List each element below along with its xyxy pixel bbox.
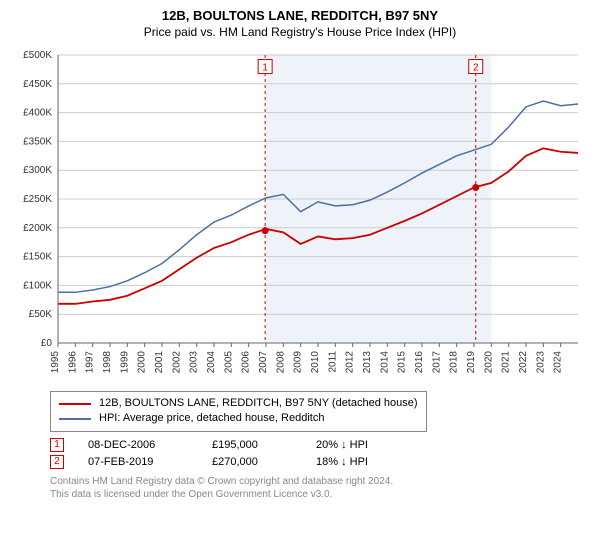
transaction-price: £195,000: [212, 439, 292, 451]
svg-text:2004: 2004: [206, 351, 217, 374]
svg-text:£350K: £350K: [23, 136, 52, 147]
svg-text:1997: 1997: [85, 351, 96, 374]
svg-text:£0: £0: [41, 338, 53, 349]
svg-text:2016: 2016: [414, 351, 425, 374]
svg-text:2001: 2001: [154, 351, 165, 374]
svg-text:2002: 2002: [171, 351, 182, 374]
legend-label: 12B, BOULTONS LANE, REDDITCH, B97 5NY (d…: [99, 396, 418, 411]
svg-text:£500K: £500K: [23, 50, 52, 61]
svg-text:2013: 2013: [362, 351, 373, 374]
transaction-delta: 20% ↓ HPI: [316, 439, 368, 451]
transaction-delta: 18% ↓ HPI: [316, 456, 368, 468]
svg-text:2011: 2011: [327, 351, 338, 373]
svg-text:2017: 2017: [431, 351, 442, 374]
svg-text:£200K: £200K: [23, 223, 52, 234]
svg-text:2: 2: [473, 63, 479, 74]
svg-text:£250K: £250K: [23, 194, 52, 205]
svg-text:2012: 2012: [345, 351, 356, 374]
transaction-row: 1 08-DEC-2006 £195,000 20% ↓ HPI: [50, 438, 590, 452]
svg-text:2003: 2003: [189, 351, 200, 374]
svg-text:£50K: £50K: [29, 309, 53, 320]
price-chart: £0 £50K £100K £150K £200K £250K £300K £350K £400…: [10, 45, 590, 385]
svg-text:1999: 1999: [119, 351, 130, 374]
svg-text:2018: 2018: [449, 351, 460, 374]
legend-swatch: [59, 403, 91, 405]
svg-text:£450K: £450K: [23, 79, 52, 90]
footer-line1: Contains HM Land Registry data © Crown c…: [50, 475, 590, 489]
transactions-table: 1 08-DEC-2006 £195,000 20% ↓ HPI 2 07-FEB-201…: [50, 438, 590, 469]
svg-text:£400K: £400K: [23, 108, 52, 119]
svg-text:2000: 2000: [137, 351, 148, 374]
legend-item: HPI: Average price, detached house, Redd…: [59, 411, 418, 426]
chart-title: 12B, BOULTONS LANE, REDDITCH, B97 5NY: [10, 8, 590, 23]
transaction-row: 2 07-FEB-2019 £270,000 18% ↓ HPI: [50, 455, 590, 469]
footer-line2: This data is licensed under the Open Gov…: [50, 488, 590, 502]
svg-text:2005: 2005: [223, 351, 234, 374]
chart-subtitle: Price paid vs. HM Land Registry's House …: [10, 25, 590, 39]
svg-text:2006: 2006: [241, 351, 252, 374]
legend: 12B, BOULTONS LANE, REDDITCH, B97 5NY (d…: [50, 391, 427, 432]
svg-text:2021: 2021: [501, 351, 512, 374]
transaction-marker: 2: [50, 455, 64, 469]
transaction-date: 08-DEC-2006: [88, 439, 188, 451]
svg-text:2020: 2020: [483, 351, 494, 374]
transaction-marker: 1: [50, 438, 64, 452]
svg-text:2022: 2022: [518, 351, 529, 374]
transaction-date: 07-FEB-2019: [88, 456, 188, 468]
svg-text:2023: 2023: [535, 351, 546, 374]
legend-swatch: [59, 418, 91, 420]
legend-label: HPI: Average price, detached house, Redd…: [99, 411, 324, 426]
svg-text:2007: 2007: [258, 351, 269, 374]
svg-text:2024: 2024: [553, 351, 564, 374]
transaction-price: £270,000: [212, 456, 292, 468]
svg-text:2019: 2019: [466, 351, 477, 374]
svg-text:1995: 1995: [50, 351, 61, 374]
svg-text:2010: 2010: [310, 351, 321, 374]
legend-item: 12B, BOULTONS LANE, REDDITCH, B97 5NY (d…: [59, 396, 418, 411]
svg-text:1998: 1998: [102, 351, 113, 374]
svg-text:2009: 2009: [293, 351, 304, 374]
footer-attribution: Contains HM Land Registry data © Crown c…: [50, 475, 590, 502]
svg-text:2015: 2015: [397, 351, 408, 374]
svg-text:£150K: £150K: [23, 252, 52, 263]
svg-text:£100K: £100K: [23, 280, 52, 291]
svg-text:2014: 2014: [379, 351, 390, 374]
svg-text:£300K: £300K: [23, 165, 52, 176]
svg-text:1: 1: [262, 63, 268, 74]
svg-text:2008: 2008: [275, 351, 286, 374]
svg-text:1996: 1996: [67, 351, 78, 374]
